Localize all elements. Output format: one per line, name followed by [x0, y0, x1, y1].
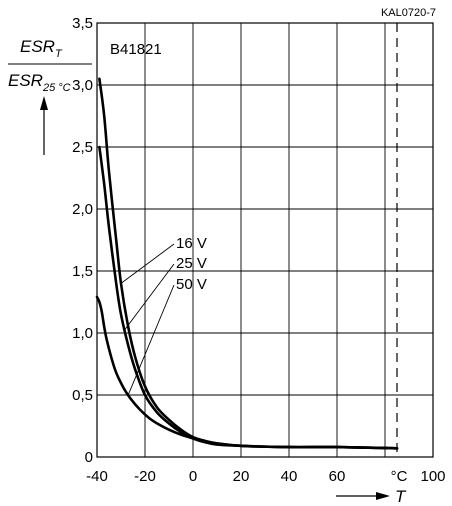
- grid: [97, 23, 433, 457]
- ylabel-main: ESR: [20, 37, 55, 56]
- x-tick-labels: -40 -20 0 20 40 60 100: [86, 468, 445, 485]
- leader-lines: [120, 243, 175, 396]
- svg-text:ESRT: ESRT: [20, 37, 63, 60]
- series-label-50v: 50 V: [176, 276, 207, 293]
- plot-frame: [96, 22, 434, 458]
- y-tick-label: 3,5: [72, 15, 93, 32]
- y-tick-label: 1,5: [72, 263, 93, 280]
- x-tick-label: 100: [420, 468, 445, 485]
- y-tick-label: 3,0: [72, 77, 93, 94]
- leader-line: [120, 243, 175, 284]
- x-tick-label: 60: [329, 468, 346, 485]
- x-tick-label: 20: [233, 468, 250, 485]
- curves: [95, 77, 399, 450]
- x-axis-label: T: [336, 487, 407, 506]
- x-tick-label: -40: [86, 468, 108, 485]
- y-tick-label: 0,5: [72, 387, 93, 404]
- x-tick-label: 40: [281, 468, 298, 485]
- xlabel: T: [395, 487, 407, 506]
- series-label-25v: 25 V: [176, 255, 207, 272]
- y-tick-labels: 0 0,5 1,0 1,5 2,0 2,5 3,0 3,5: [72, 15, 93, 466]
- series-label-16v: 16 V: [176, 235, 207, 252]
- y-tick-label: 2,0: [72, 201, 93, 218]
- leader-line: [127, 284, 175, 396]
- x-tick-label: 0: [189, 468, 197, 485]
- y-tick-label: 2,5: [72, 139, 93, 156]
- x-unit-label: °C: [391, 468, 408, 485]
- y-tick-label: 1,0: [72, 325, 93, 342]
- x-tick-label: -20: [134, 468, 156, 485]
- x-arrow-head-icon: [376, 492, 390, 500]
- y-arrow-head-icon: [40, 96, 48, 110]
- curve-series-2: [95, 295, 399, 450]
- series-label: B41821: [110, 41, 162, 58]
- ylabel-denominator: ESR: [8, 71, 43, 90]
- ylabel-denominator-sub: 25 °C: [42, 82, 71, 94]
- y-axis-label: ESRT ESR25 °C: [8, 37, 92, 155]
- curve-series-1: [98, 145, 399, 450]
- document-code: KAL0720-7: [381, 7, 436, 19]
- leader-line: [124, 263, 175, 331]
- ylabel-main-sub: T: [55, 48, 63, 60]
- svg-text:ESR25 °C: ESR25 °C: [8, 71, 71, 94]
- y-tick-label: 0: [85, 449, 93, 466]
